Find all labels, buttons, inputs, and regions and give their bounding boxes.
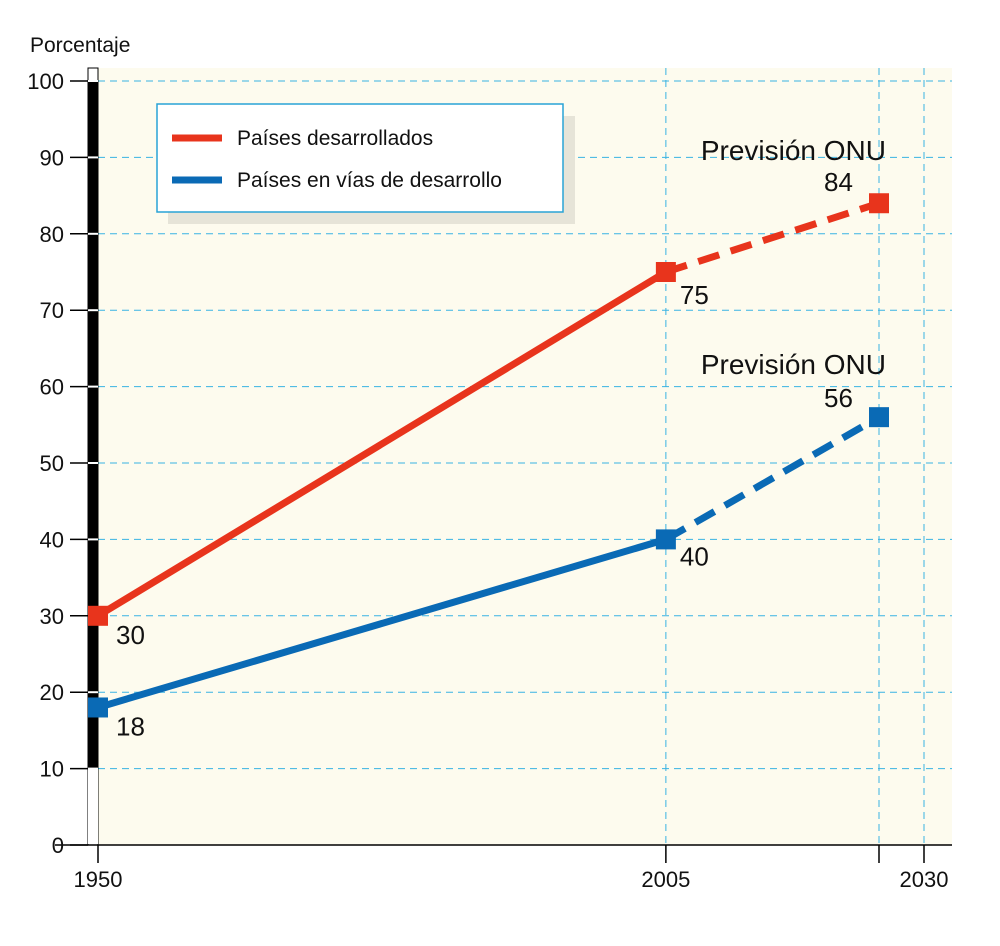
x-tick-label: 2005 (641, 867, 690, 892)
data-label: 30 (116, 620, 145, 650)
data-label: 75 (680, 280, 709, 310)
y-tick-label: 20 (40, 680, 64, 705)
data-point-marker (869, 407, 889, 428)
axis-bar-block (88, 463, 98, 539)
legend-label-developing: Países en vías de desarrollo (237, 169, 502, 192)
data-label: 84 (824, 167, 853, 197)
y-tick-label: 0 (52, 833, 64, 858)
x-tick-label: 1950 (74, 867, 123, 892)
series-line-forecast (664, 414, 881, 543)
legend-box (156, 103, 564, 213)
y-tick-label: 30 (40, 604, 64, 629)
axis-bar-block (88, 768, 98, 844)
axis-bar-block (88, 233, 98, 310)
y-tick-label: 60 (40, 375, 64, 400)
series-line (97, 536, 667, 711)
axis-bar-block (88, 386, 98, 462)
annotation-forecast-developed: Previsión ONU (701, 135, 886, 166)
y-axis-title: Porcentaje (30, 34, 130, 57)
y-tick-label: 40 (40, 527, 64, 552)
y-axis-bar (87, 67, 99, 846)
data-point-marker (655, 529, 676, 550)
data-label: 40 (680, 541, 709, 571)
y-tick-label: 70 (40, 298, 64, 323)
series-line-forecast (664, 199, 881, 276)
data-point-marker (88, 605, 108, 626)
data-point-marker (869, 193, 889, 214)
x-tick-label: 2030 (900, 867, 949, 892)
series-group: 30 75 84 18 40 56 (88, 167, 889, 741)
data-point-marker (88, 697, 108, 718)
axis-bar-block (88, 692, 98, 768)
y-tick-label: 90 (40, 145, 64, 170)
legend: Países desarrollados Países en vías de d… (156, 103, 575, 224)
y-tick-label: 80 (40, 222, 64, 247)
axis-bar-block (88, 615, 98, 692)
data-label: 18 (116, 711, 145, 741)
annotation-forecast-developing: Previsión ONU (701, 349, 886, 380)
axis-bar-block (88, 81, 98, 157)
y-tick-label: 10 (40, 757, 64, 782)
y-tick-label: 50 (40, 451, 64, 476)
series-line (96, 269, 668, 619)
data-label: 56 (824, 383, 853, 413)
axis-bar-block (88, 310, 98, 386)
axis-bar-block (88, 157, 98, 233)
y-tick-label: 100 (27, 69, 64, 94)
legend-label-developed: Países desarrollados (237, 127, 433, 150)
axis-bar-block (88, 539, 98, 615)
data-point-marker (655, 262, 676, 282)
